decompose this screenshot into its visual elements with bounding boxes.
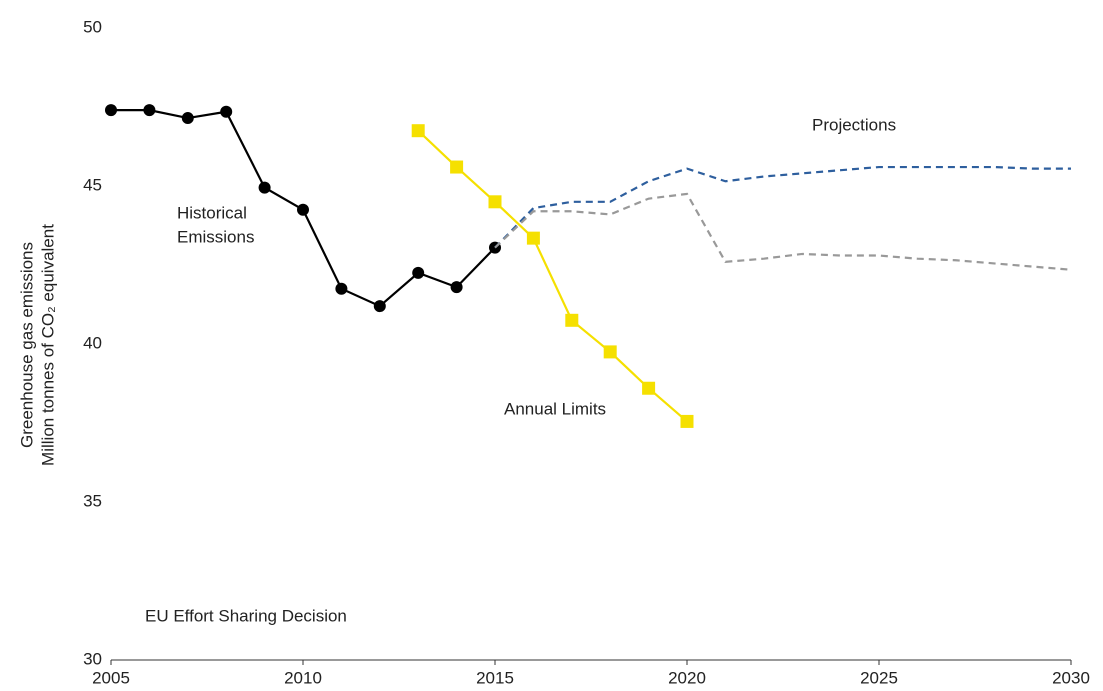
- series-line: [494, 192, 1072, 271]
- point: [526, 231, 540, 245]
- x-tick-label: 2025: [860, 668, 898, 687]
- x-tick-label: 2030: [1052, 668, 1090, 687]
- point: [373, 300, 386, 313]
- point: [181, 112, 194, 125]
- y-tick-label: 50: [83, 17, 102, 36]
- y-axis-label: Million tonnes of CO₂ equivalent: [38, 224, 57, 466]
- point: [220, 105, 233, 118]
- point: [680, 414, 694, 428]
- y-tick-label: 40: [83, 333, 102, 352]
- point: [258, 181, 271, 194]
- y-tick-label: 30: [83, 649, 102, 668]
- point: [335, 282, 348, 295]
- point: [642, 381, 656, 395]
- point: [412, 266, 425, 279]
- y-tick-label: 45: [83, 175, 102, 194]
- x-tick-label: 2015: [476, 668, 514, 687]
- point: [450, 160, 464, 174]
- point: [411, 124, 425, 138]
- footnote: EU Effort Sharing Decision: [145, 606, 347, 625]
- point: [565, 313, 579, 327]
- y-tick-label: 35: [83, 491, 102, 510]
- annotation: Annual Limits: [504, 399, 606, 418]
- point: [105, 104, 117, 117]
- x-tick-label: 2005: [92, 668, 130, 687]
- point: [143, 104, 156, 117]
- series-line: [417, 129, 688, 423]
- annotation: Emissions: [177, 227, 254, 246]
- series-line: [494, 165, 1071, 249]
- point: [488, 195, 502, 209]
- point: [297, 203, 309, 216]
- x-tick-label: 2010: [284, 668, 322, 687]
- annotation: Historical: [177, 203, 247, 222]
- point: [603, 345, 617, 359]
- y-axis-label: Greenhouse gas emissions: [17, 242, 36, 448]
- x-tick-label: 2020: [668, 668, 706, 687]
- point: [450, 281, 463, 294]
- annotation: Projections: [812, 115, 896, 134]
